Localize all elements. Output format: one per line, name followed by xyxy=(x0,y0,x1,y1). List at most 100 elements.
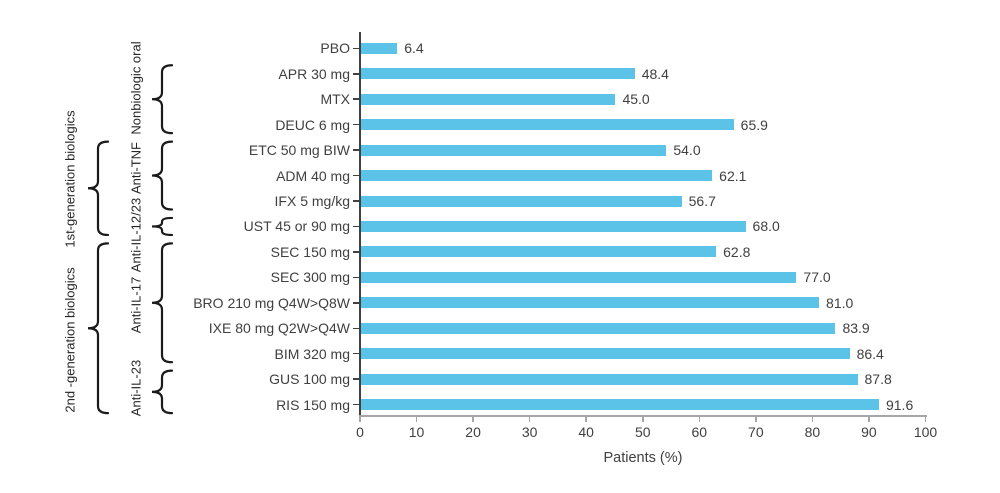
bar xyxy=(361,220,746,232)
y-axis-tick xyxy=(353,47,360,50)
y-axis-tick xyxy=(353,225,360,228)
category-label: IFX 5 mg/kg xyxy=(274,193,350,209)
bar xyxy=(361,119,734,131)
group-brace xyxy=(87,140,110,237)
y-axis-tick xyxy=(353,327,360,329)
category-label: SEC 300 mg xyxy=(270,269,350,286)
x-tick-label: 40 xyxy=(578,424,594,440)
value-label: 54.0 xyxy=(673,142,701,159)
category-label: APR 30 mg xyxy=(278,65,350,82)
value-label: 62.1 xyxy=(719,167,747,184)
category-label: UST 45 or 90 mg xyxy=(243,218,350,235)
y-axis-tick xyxy=(353,174,360,177)
x-axis-tick xyxy=(868,417,870,422)
bar xyxy=(361,322,836,334)
category-label: GUS 100 mg xyxy=(269,371,350,388)
y-axis-tick xyxy=(353,378,360,380)
bar xyxy=(361,170,713,182)
x-axis-tick xyxy=(472,417,474,422)
category-label: PBO xyxy=(320,40,350,57)
bar xyxy=(361,195,682,207)
x-tick-label: 70 xyxy=(748,424,764,440)
group-label: Anti-IL-23 xyxy=(128,359,144,417)
y-axis-tick xyxy=(353,302,360,304)
value-label: 81.0 xyxy=(826,294,854,311)
group-label: 1st-generation biologics xyxy=(62,110,78,248)
group-brace xyxy=(151,242,174,364)
category-label: MTX xyxy=(320,91,350,108)
y-axis-tick xyxy=(353,98,360,100)
x-tick-label: 90 xyxy=(861,424,877,440)
bar xyxy=(361,399,879,411)
y-axis-tick xyxy=(353,403,360,406)
bar xyxy=(361,42,398,54)
x-axis-tick xyxy=(924,417,927,422)
x-axis-tick xyxy=(811,417,814,422)
y-axis-tick xyxy=(353,352,360,355)
y-axis-tick xyxy=(353,251,360,253)
x-axis-tick xyxy=(359,417,361,422)
category-label: BIM 320 mg xyxy=(274,345,350,362)
x-tick-label: 10 xyxy=(408,424,425,440)
value-label: 91.6 xyxy=(885,396,914,413)
value-label: 86.4 xyxy=(856,345,884,362)
x-tick-label: 80 xyxy=(804,424,821,440)
x-axis-tick xyxy=(642,417,644,422)
y-axis-tick xyxy=(353,200,360,202)
x-axis-tick xyxy=(415,417,418,422)
y-axis-tick xyxy=(353,73,360,75)
bar xyxy=(361,373,858,385)
group-brace xyxy=(87,242,110,415)
category-label: SEC 150 mg xyxy=(270,243,350,260)
x-tick-label: 100 xyxy=(913,424,938,440)
y-axis-tick xyxy=(353,123,360,126)
x-axis-tick xyxy=(698,417,701,422)
value-label: 45.0 xyxy=(622,91,650,108)
value-label: 68.0 xyxy=(752,218,780,235)
bar xyxy=(361,348,850,360)
category-label: ETC 50 mg BIW xyxy=(248,142,350,159)
x-axis-tick xyxy=(528,417,531,422)
x-axis-title: Patients (%) xyxy=(603,450,683,466)
x-tick-label: 50 xyxy=(634,424,651,440)
x-tick-label: 20 xyxy=(465,424,481,440)
y-axis-tick xyxy=(353,149,360,151)
group-brace xyxy=(151,369,174,415)
category-label: IXE 80 mg Q2W>Q4W xyxy=(208,320,350,337)
value-label: 77.0 xyxy=(803,269,831,286)
value-label: 65.9 xyxy=(740,116,768,133)
bar xyxy=(361,297,820,309)
value-label: 6.4 xyxy=(404,40,424,57)
group-label: 2nd -generation biologics xyxy=(62,267,78,413)
group-label: Anti-TNF xyxy=(128,141,144,194)
x-axis-line xyxy=(359,415,927,417)
value-label: 62.8 xyxy=(723,243,751,260)
y-axis-tick xyxy=(353,276,360,279)
value-label: 56.7 xyxy=(688,193,716,209)
x-axis-tick xyxy=(585,417,587,422)
category-label: DEUC 6 mg xyxy=(275,116,350,133)
value-label: 87.8 xyxy=(864,371,892,388)
group-brace xyxy=(151,64,174,135)
group-brace xyxy=(151,140,174,211)
bar xyxy=(361,144,667,156)
group-label: Anti-IL-12/23 xyxy=(128,198,144,273)
x-tick-label: 0 xyxy=(356,424,364,440)
category-label: ADM 40 mg xyxy=(276,167,350,184)
x-tick-label: 30 xyxy=(521,424,538,440)
value-label: 48.4 xyxy=(641,65,669,82)
category-label: BRO 210 mg Q4W>Q8W xyxy=(193,294,350,311)
bar xyxy=(361,246,717,258)
bar xyxy=(361,93,616,105)
bar xyxy=(361,68,635,80)
category-label: RIS 150 mg xyxy=(276,396,350,413)
group-brace xyxy=(151,216,174,237)
value-label: 83.9 xyxy=(842,320,870,337)
x-axis-tick xyxy=(755,417,757,422)
group-label: Anti-IL-17 xyxy=(128,276,144,333)
group-brace-layer xyxy=(87,64,174,415)
y-axis-line xyxy=(359,32,361,417)
x-tick-label: 60 xyxy=(691,424,708,440)
